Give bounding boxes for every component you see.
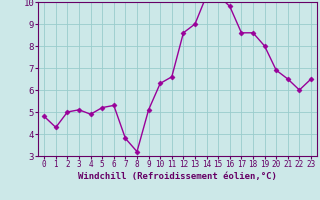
X-axis label: Windchill (Refroidissement éolien,°C): Windchill (Refroidissement éolien,°C) <box>78 172 277 181</box>
